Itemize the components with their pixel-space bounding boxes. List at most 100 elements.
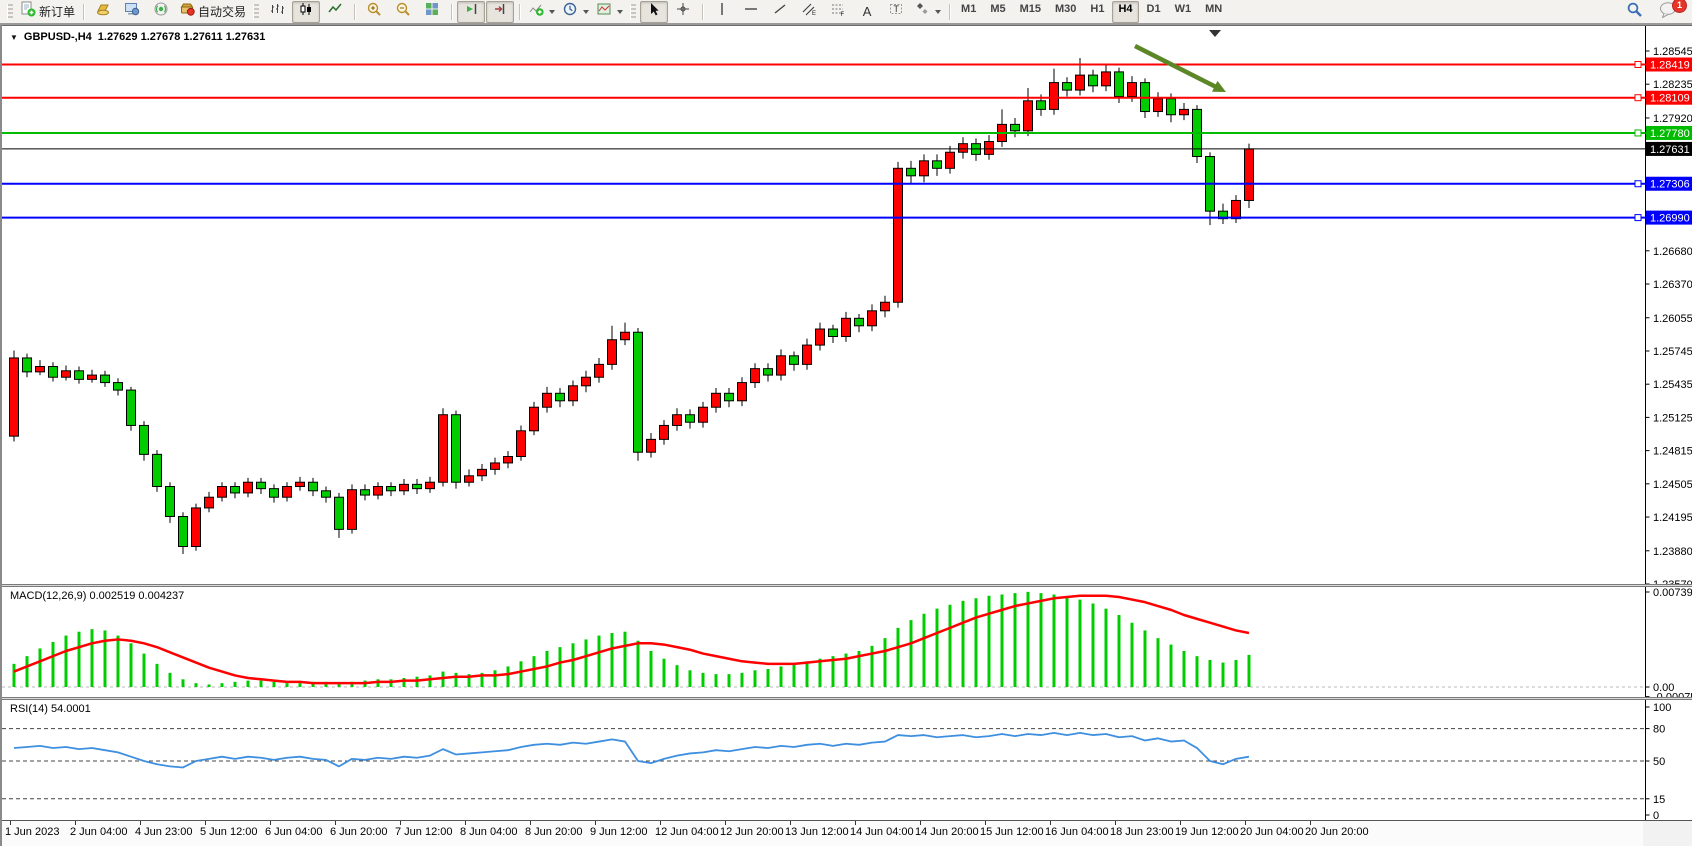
time-tick: [1245, 821, 1246, 825]
tile-windows-button[interactable]: [418, 1, 446, 23]
toolbar-separator: [702, 3, 704, 20]
svg-text:1.28419: 1.28419: [1650, 59, 1690, 71]
chevron-down-icon: [583, 9, 590, 14]
zoom-out-icon: [395, 1, 411, 22]
toolbar-grip[interactable]: [630, 3, 637, 20]
time-label: 15 Jun 12:00: [980, 826, 1044, 838]
trendline-icon: [772, 1, 788, 22]
rsi-plot[interactable]: 100 80 50 15 0: [2, 700, 1692, 820]
timeframe-button-M15[interactable]: M15: [1019, 2, 1041, 15]
navigator-button[interactable]: [118, 1, 146, 23]
timeframe-group: M1 M5 M15 M30 H1 H4 D1 W1 MN: [955, 0, 1228, 23]
news-button[interactable]: [147, 1, 175, 23]
crosshair-button[interactable]: [669, 1, 697, 23]
time-label: 2 Jun 04:00: [70, 826, 128, 838]
panel-separator[interactable]: [2, 697, 1692, 700]
arrows-icon: [914, 1, 930, 22]
time-label: 20 Jun 04:00: [1240, 826, 1304, 838]
macd-plot[interactable]: 0.00739 0.00-0.000751: [2, 587, 1692, 697]
timeframe-button-W1[interactable]: W1: [1174, 2, 1192, 15]
trendline-button[interactable]: [766, 1, 794, 23]
time-label: 18 Jun 23:00: [1110, 826, 1174, 838]
metaeditor-button[interactable]: [89, 1, 117, 23]
time-tick: [530, 821, 531, 825]
timeframe-button-MN[interactable]: MN: [1205, 2, 1223, 15]
new-order-button[interactable]: 新订单: [17, 1, 78, 23]
line-chart-button[interactable]: [321, 1, 349, 23]
candlestick-plot[interactable]: 1.28545 1.28235 1.27920 1.26680 1.26370 1.260…: [2, 26, 1692, 584]
periods-button[interactable]: [559, 1, 592, 23]
time-tick: [400, 821, 401, 825]
indicators-button[interactable]: [525, 1, 558, 23]
templates-icon: [596, 1, 612, 22]
timeframe-button-H4[interactable]: H4: [1112, 0, 1139, 23]
time-tick: [1050, 821, 1051, 825]
templates-button[interactable]: [593, 1, 626, 23]
zoom-out-button[interactable]: [389, 1, 417, 23]
news-icon: [153, 1, 169, 22]
autotrading-button[interactable]: 自动交易: [176, 1, 249, 23]
toolbar-separator: [451, 3, 453, 20]
search-button[interactable]: [1620, 1, 1648, 23]
svg-text:0.00739: 0.00739: [1653, 587, 1692, 599]
channel-button[interactable]: E: [795, 1, 823, 23]
zoom-in-button[interactable]: [360, 1, 388, 23]
toolbar-grip[interactable]: [7, 3, 13, 20]
svg-text:1.26680: 1.26680: [1653, 246, 1692, 258]
macd-panel[interactable]: 0.00739 0.00-0.000751 MACD(12,26,9) 0.002…: [2, 587, 1692, 697]
timeframe-button-M5[interactable]: M5: [990, 2, 1006, 15]
timeframe-button-H1[interactable]: H1: [1090, 2, 1105, 15]
time-label: 6 Jun 04:00: [265, 826, 323, 838]
time-tick: [725, 821, 726, 825]
time-tick: [1115, 821, 1116, 825]
time-label: 4 Jun 23:00: [135, 826, 193, 838]
notifications-button[interactable]: 1: [1654, 0, 1687, 23]
horizontal-line-button[interactable]: [737, 1, 765, 23]
auto-scroll-button[interactable]: [457, 0, 486, 23]
toolbar-separator: [354, 3, 356, 20]
candlestick-icon: [298, 1, 314, 22]
timeframe-button-D1[interactable]: D1: [1146, 2, 1161, 15]
time-tick: [10, 821, 11, 825]
symbol-period-label: GBPUSD-,H4: [23, 31, 92, 43]
time-label: 7 Jun 12:00: [395, 826, 453, 838]
chart-shift-button[interactable]: [486, 0, 515, 23]
svg-text:1.23570: 1.23570: [1653, 579, 1692, 584]
auto-scroll-icon: [463, 1, 479, 22]
svg-text:-0.000751: -0.000751: [1653, 692, 1692, 697]
svg-text:0: 0: [1653, 810, 1659, 820]
time-tick: [985, 821, 986, 825]
toolbar-grip[interactable]: [253, 3, 260, 20]
time-tick: [270, 821, 271, 825]
text-label-button[interactable]: T: [882, 1, 910, 23]
time-label: 14 Jun 20:00: [915, 826, 979, 838]
time-axis[interactable]: 1 Jun 2023 2 Jun 04:00 4 Jun 23:00 5 Jun 12…: [2, 820, 1692, 846]
time-tick: [75, 821, 76, 825]
time-tick: [465, 821, 466, 825]
time-tick: [920, 821, 921, 825]
main-chart-panel[interactable]: 1.28545 1.28235 1.27920 1.26680 1.26370 1.260…: [2, 25, 1692, 584]
svg-text:1.27306: 1.27306: [1650, 179, 1690, 191]
notification-badge: 1: [1672, 0, 1687, 13]
timeframe-button-M1[interactable]: M1: [961, 2, 977, 15]
rsi-panel[interactable]: 100 80 50 15 0 RSI(14) 54.0001: [2, 700, 1692, 820]
svg-text:1.25745: 1.25745: [1653, 346, 1692, 358]
symbol-dropdown-icon[interactable]: ▼: [10, 32, 18, 42]
time-label: 1 Jun 2023: [5, 826, 60, 838]
bar-chart-button[interactable]: [263, 1, 291, 23]
timeframe-button-M30[interactable]: M30: [1055, 2, 1077, 15]
svg-text:80: 80: [1653, 724, 1665, 736]
candlestick-button[interactable]: [292, 0, 321, 23]
cursor-button[interactable]: [640, 0, 669, 23]
fibonacci-button[interactable]: F: [824, 1, 852, 23]
navigator-icon: [124, 1, 140, 22]
toolbar-separator: [83, 3, 85, 20]
time-label: 20 Jun 20:00: [1305, 826, 1369, 838]
vertical-line-button[interactable]: [708, 1, 736, 23]
panel-separator[interactable]: [2, 584, 1692, 587]
arrows-button[interactable]: [911, 1, 944, 23]
text-button[interactable]: A: [853, 1, 881, 23]
toolbar-separator: [949, 3, 951, 20]
svg-text:1.25125: 1.25125: [1653, 412, 1692, 424]
